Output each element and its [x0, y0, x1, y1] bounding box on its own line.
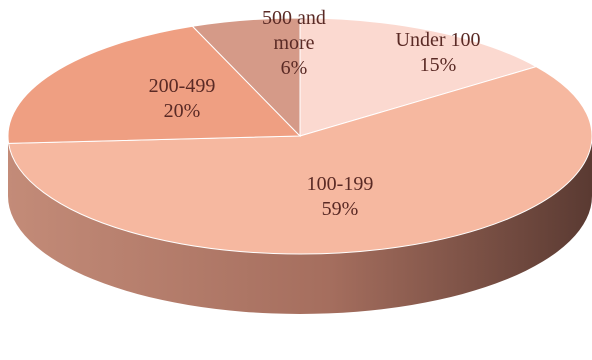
slice-label-under-100: Under 100 15% — [396, 29, 481, 76]
slice-label-500-and-more: 500 and more 6% — [262, 7, 326, 79]
slice-labels: Under 100 15% 100-199 59% 200-499 20% 500 and m… — [149, 7, 481, 220]
slice-label-200-499: 200-499 20% — [149, 75, 216, 122]
chart-title: Size — [307, 319, 349, 342]
pie-slice-under-100 — [299, 17, 538, 137]
pie-slice-500-and-more — [191, 17, 301, 138]
pie-side-wall — [8, 136, 592, 314]
slice-label-100-199: 100-199 59% — [307, 173, 374, 220]
pie-slices — [7, 17, 592, 255]
pie-sides — [8, 136, 592, 314]
pie-slice-200-499 — [7, 25, 302, 144]
pie-slice-100-199 — [7, 66, 592, 255]
